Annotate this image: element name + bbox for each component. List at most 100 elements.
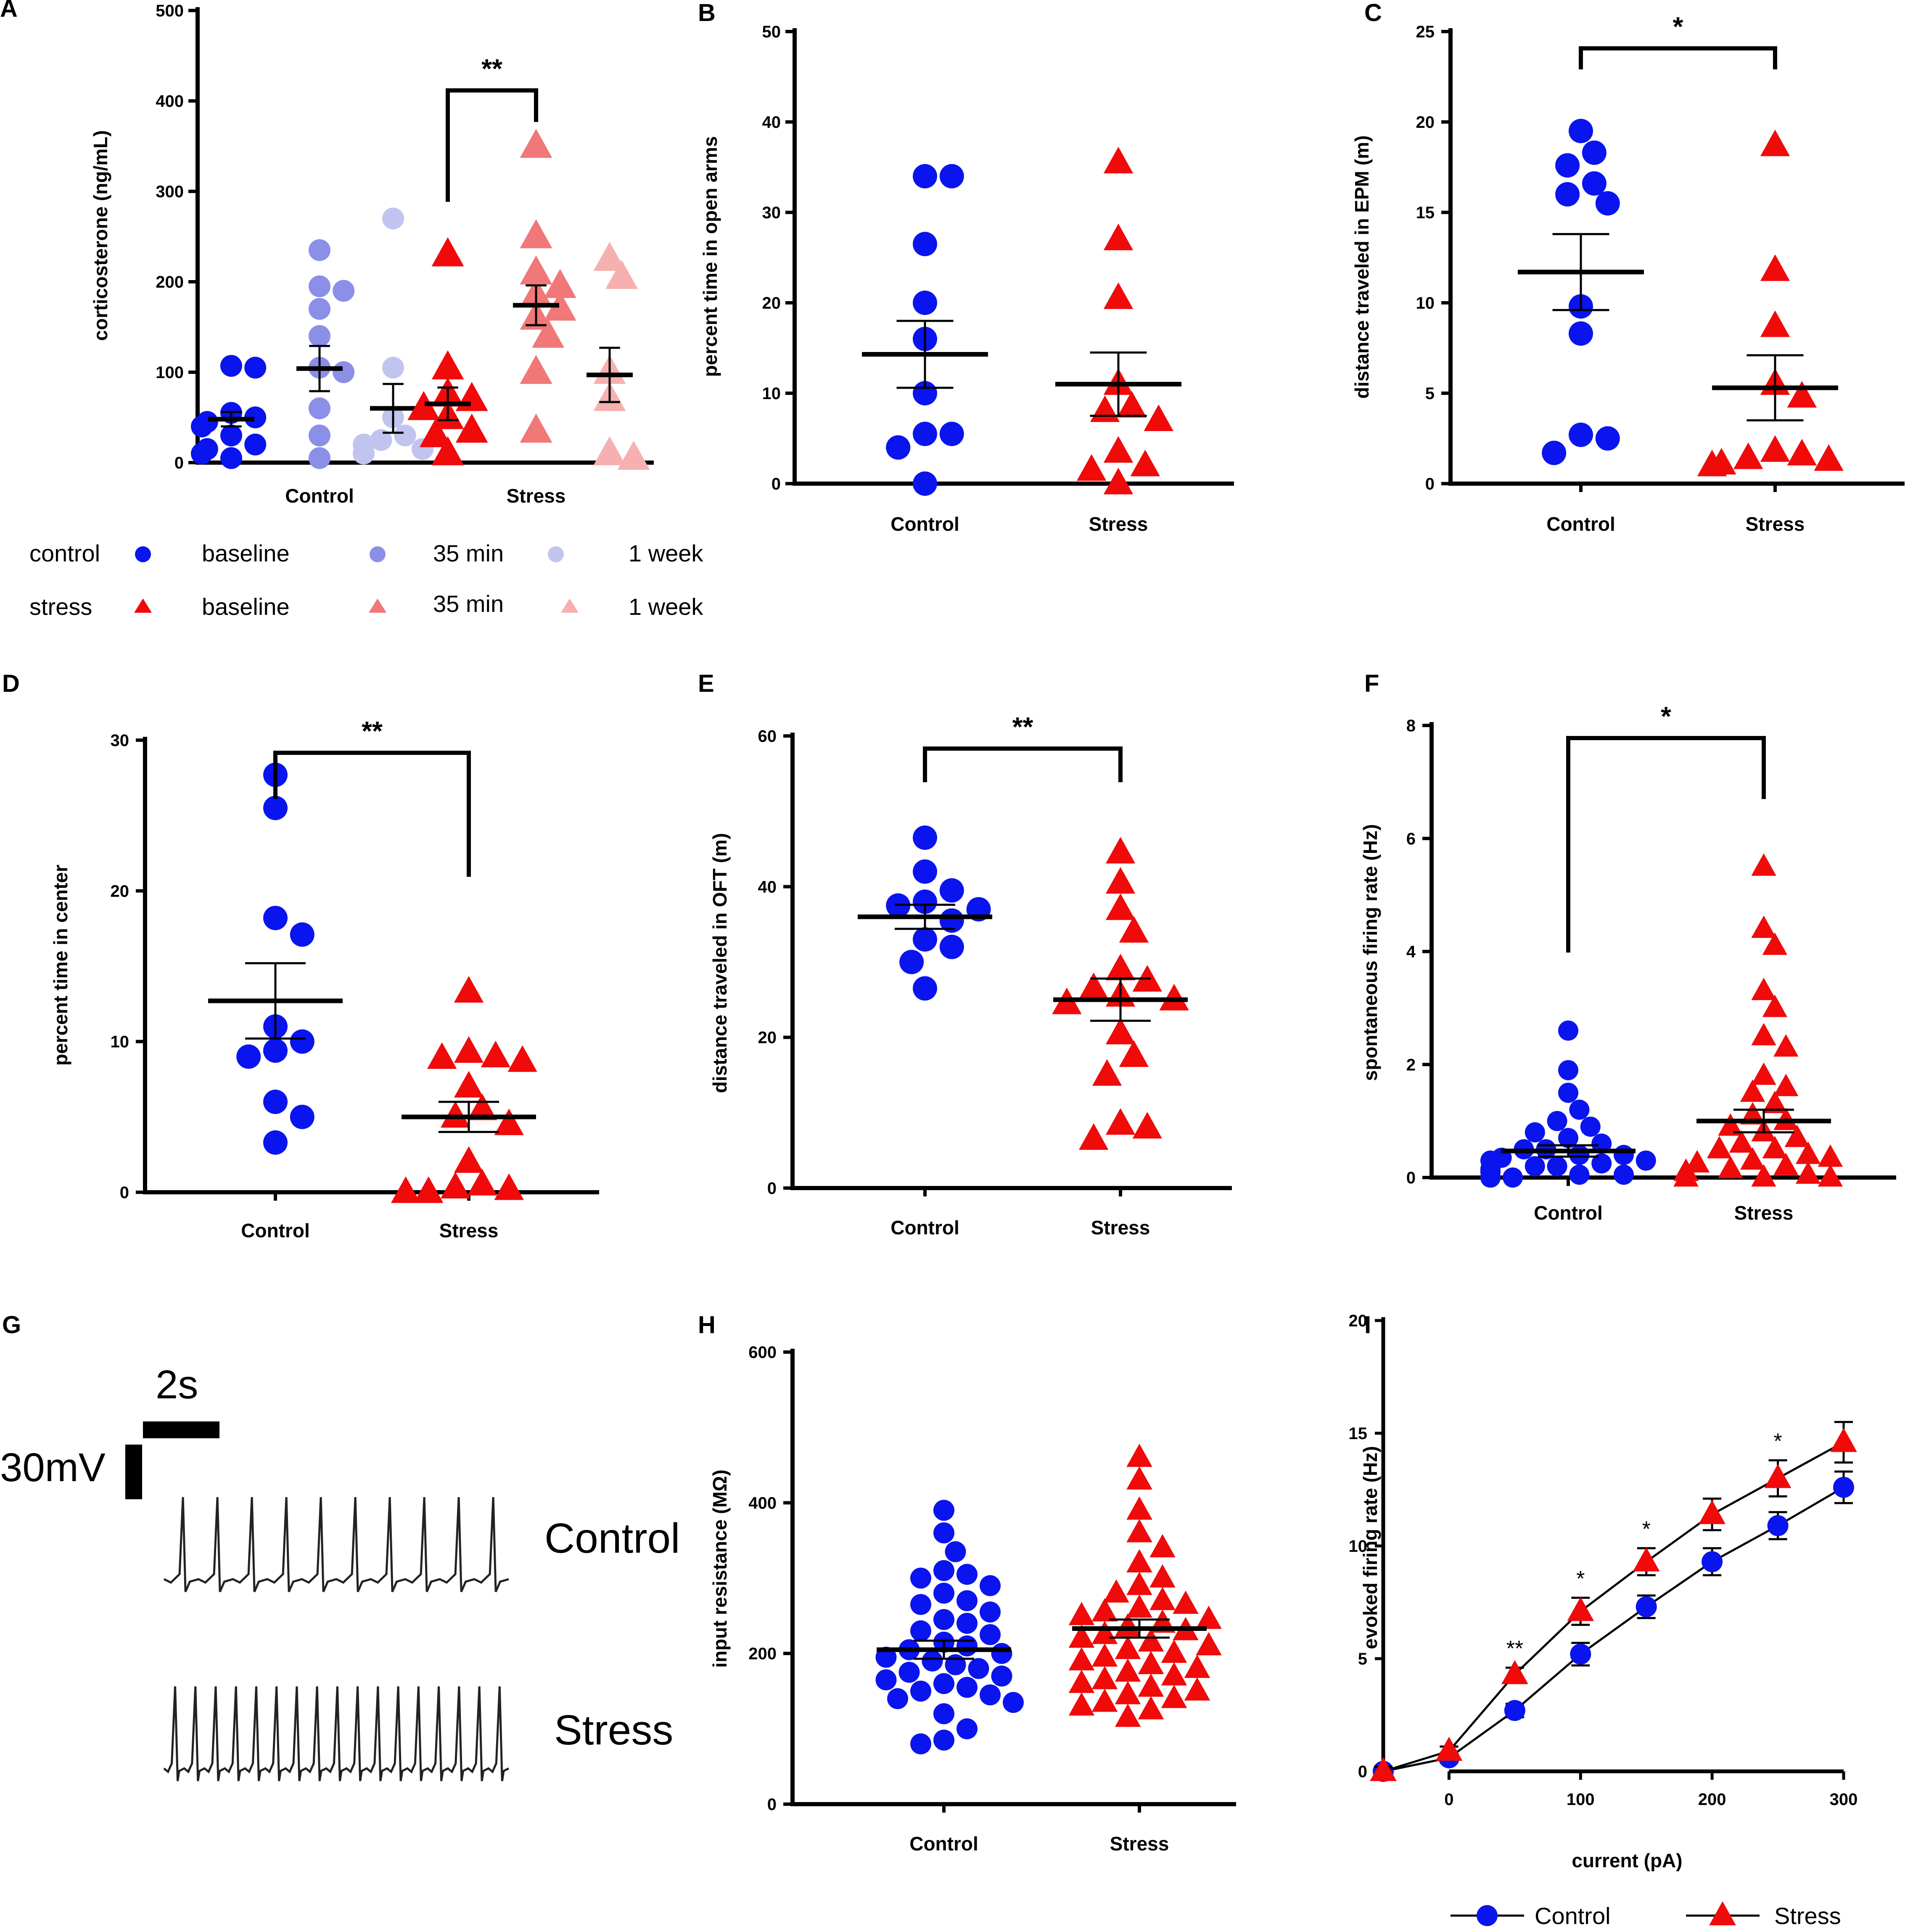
data-point (980, 1575, 1001, 1596)
data-point (939, 934, 964, 959)
data-point (1740, 1147, 1765, 1170)
data-point (263, 1130, 288, 1155)
data-point (1103, 223, 1134, 251)
data-point (913, 164, 937, 188)
data-point (309, 325, 330, 347)
y-tick-label: 30 (111, 731, 129, 750)
data-point (1126, 1496, 1152, 1520)
legend-control-35-marker (370, 546, 386, 562)
data-point (1117, 391, 1147, 418)
data-point (1091, 1666, 1118, 1689)
data-point (520, 413, 552, 443)
data-point (875, 1669, 897, 1691)
data-point (1762, 1090, 1788, 1113)
significance-label: * (1576, 1567, 1585, 1591)
data-point (440, 1101, 470, 1128)
data-point (593, 436, 626, 466)
data-point (1503, 1167, 1523, 1188)
data-point (1555, 153, 1580, 178)
panel-g: G 2s 30mV Control Stress (0, 1311, 680, 1781)
data-point (1115, 1681, 1141, 1704)
data-point (1138, 1696, 1164, 1720)
data-point (956, 1718, 978, 1739)
data-point (913, 291, 937, 315)
data-point (507, 1045, 537, 1072)
data-point (1126, 1572, 1152, 1595)
data-point (419, 418, 452, 447)
data-point (1091, 1643, 1118, 1667)
data-point (1105, 893, 1136, 920)
y-tick-label: 0 (767, 1179, 777, 1198)
data-point (309, 424, 330, 447)
y-tick-label: 0 (772, 475, 781, 493)
data-point (1138, 1651, 1164, 1674)
data-point (1707, 1136, 1732, 1159)
data-point (933, 1560, 954, 1581)
data-point (1558, 1127, 1578, 1148)
x-category-label: Control (1534, 1202, 1603, 1224)
data-point (617, 441, 650, 470)
panel-letter-f: F (1364, 670, 1379, 697)
y-tick-label: 0 (1425, 475, 1435, 493)
y-axis-label: distance traveled in OFT (m) (709, 833, 731, 1093)
data-point (431, 350, 464, 380)
data-point (1092, 1059, 1122, 1086)
y-tick-label: 10 (111, 1033, 129, 1051)
data-point (1614, 1164, 1634, 1185)
y-axis-label: corticosterone (ng/mL) (90, 130, 111, 341)
data-point (939, 421, 964, 446)
data-point (1126, 1466, 1152, 1490)
significance-label: * (1661, 701, 1671, 731)
data-point (933, 1673, 954, 1694)
data-point (956, 1590, 978, 1612)
panel-e: E 0 20 40 60 distance traveled in OFT (m) Cont… (698, 670, 1232, 1239)
panel-c: C 0 5 10 15 20 25 distance traveled in EPM (m) C… (1351, 0, 1905, 535)
data-point (1751, 1023, 1776, 1045)
data-point (290, 922, 314, 947)
data-point (1569, 1145, 1590, 1165)
y-tick-label: 100 (156, 363, 184, 382)
data-point (263, 1038, 288, 1063)
data-point (1079, 972, 1109, 999)
significance-bracket (1566, 736, 1766, 953)
y-tick-label: 10 (1416, 294, 1435, 312)
data-point (1818, 1164, 1843, 1187)
data-point (1173, 1591, 1199, 1614)
data-point (945, 1541, 966, 1562)
panel-letter-i: I (1364, 1311, 1371, 1339)
data-point (1818, 1144, 1843, 1167)
data-point (1558, 1060, 1578, 1080)
data-point (1184, 1677, 1210, 1701)
data-point (1501, 1660, 1528, 1684)
data-point (1718, 1156, 1743, 1178)
data-point (1003, 1692, 1024, 1713)
data-point (1582, 171, 1606, 196)
data-point (1196, 1606, 1222, 1629)
y-tick-label: 5 (1358, 1650, 1367, 1668)
data-point (1149, 1564, 1176, 1588)
data-point (1144, 404, 1173, 431)
data-point (1558, 1082, 1578, 1103)
data-point (913, 232, 937, 257)
y-axis-label: input resistance (MΩ) (709, 1469, 731, 1667)
data-point (1159, 984, 1189, 1011)
data-point (913, 927, 937, 952)
data-point (1126, 1549, 1152, 1573)
data-point (1751, 1062, 1776, 1085)
data-point (1105, 1018, 1136, 1045)
data-point (1105, 1108, 1136, 1135)
data-point (991, 1665, 1012, 1687)
significance-label: * (1642, 1517, 1651, 1541)
data-point (1633, 1547, 1660, 1572)
data-point (1569, 321, 1593, 346)
y-tick-label: 400 (156, 92, 184, 111)
data-point (1614, 1145, 1634, 1165)
data-point (1833, 1477, 1854, 1498)
y-tick-label: 0 (1406, 1169, 1416, 1187)
y-axis-label: spontaneous firing rate (Hz) (1359, 824, 1381, 1081)
data-point (431, 237, 464, 267)
y-tick-label: 15 (1349, 1424, 1368, 1443)
data-point (263, 796, 288, 820)
legend-stress-35: 35 min (433, 590, 504, 617)
